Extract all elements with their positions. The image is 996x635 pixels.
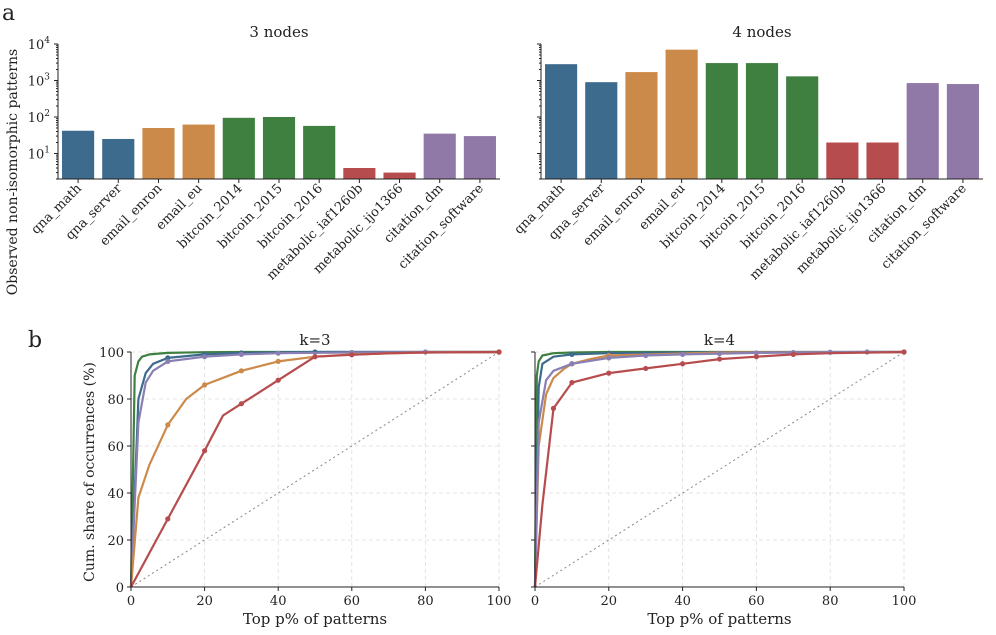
series-point-purple bbox=[716, 351, 723, 357]
series-point-purple bbox=[569, 361, 575, 367]
series-point-red bbox=[238, 401, 244, 407]
x-axis-label: Top p% of patterns bbox=[243, 610, 387, 628]
series-point-purple bbox=[275, 350, 281, 356]
y-tick-label: 104 bbox=[28, 36, 51, 53]
x-tick-label: 60 bbox=[748, 594, 765, 609]
bar-bitcoin_2015 bbox=[745, 63, 779, 179]
x-tick-label: 20 bbox=[196, 594, 213, 609]
bar-metabolic_iaf1260b bbox=[343, 168, 376, 179]
y-tick-label: 80 bbox=[107, 393, 124, 408]
bar-citation_dm bbox=[423, 133, 456, 179]
series-point-red bbox=[275, 377, 281, 383]
chart-title: 4 nodes bbox=[732, 23, 791, 41]
bar-bitcoin_2014 bbox=[705, 63, 738, 179]
x-tick-label: 100 bbox=[487, 594, 512, 609]
series-point-red bbox=[569, 379, 575, 386]
bar-bitcoin_2014 bbox=[222, 117, 255, 179]
x-tick-label: 40 bbox=[674, 594, 691, 609]
bar-email_eu bbox=[665, 49, 698, 180]
ylabel-observed-patterns: Observed non-isomorphic patterns bbox=[5, 49, 21, 295]
x-tick-label: 100 bbox=[892, 594, 917, 609]
x-tick-label: 0 bbox=[531, 594, 539, 609]
panel-label-a: a bbox=[2, 1, 15, 26]
series-point-purple bbox=[606, 355, 612, 361]
x-tick-label: 20 bbox=[601, 594, 618, 609]
series-point-purple bbox=[238, 351, 244, 357]
series-point-red bbox=[165, 516, 171, 522]
series-point-red bbox=[901, 349, 907, 355]
y-tick-label: 101 bbox=[28, 145, 50, 162]
panel-label-b: b bbox=[28, 328, 42, 353]
series-point-orange bbox=[165, 422, 171, 428]
series-point-blue bbox=[569, 351, 575, 357]
series-line-red bbox=[533, 350, 905, 588]
y-tick-label: 40 bbox=[107, 487, 124, 502]
series-point-red bbox=[202, 448, 208, 454]
line-chart-k4: k=4 0 20 40 60 80 100 Top p% of patterns bbox=[531, 331, 917, 628]
bar-citation_dm bbox=[906, 83, 939, 179]
y-tick-label: 20 bbox=[107, 534, 124, 549]
bar-bitcoin_2016 bbox=[786, 76, 819, 179]
series-point-purple bbox=[753, 350, 760, 356]
y-tick-label: 60 bbox=[107, 440, 124, 455]
series-line-purple bbox=[533, 350, 904, 588]
bar-metabolic_ijo1366 bbox=[383, 172, 416, 179]
bar-metabolic_ijo1366 bbox=[866, 142, 899, 179]
series-point-red bbox=[753, 354, 760, 360]
series-point-red bbox=[550, 405, 557, 411]
series-point-red bbox=[680, 361, 686, 367]
series-point-red bbox=[312, 354, 318, 360]
x-tick-label: 0 bbox=[127, 594, 135, 609]
chart-title: k=3 bbox=[299, 331, 330, 349]
series-point-orange bbox=[238, 368, 244, 374]
bar-bitcoin_2015 bbox=[262, 116, 296, 179]
reference-diagonal bbox=[534, 351, 905, 588]
chart-title: 3 nodes bbox=[249, 23, 308, 41]
line-chart-k3: k=3 0 20 40 60 80 100 0 20 40 60 80 100 Top p% of pat… bbox=[99, 331, 511, 628]
x-axis-label: Top p% of patterns bbox=[647, 610, 791, 628]
y-tick-label: 103 bbox=[28, 72, 51, 89]
x-tick-label: 40 bbox=[270, 594, 287, 609]
series-point-orange bbox=[275, 358, 281, 364]
reference-diagonal bbox=[130, 351, 500, 588]
y-tick-label: 102 bbox=[28, 109, 50, 126]
bar-qna_server bbox=[102, 138, 135, 179]
bar-metabolic_iaf1260b bbox=[826, 142, 859, 179]
bar-qna_math bbox=[545, 64, 578, 179]
series-point-purple bbox=[202, 354, 208, 360]
x-tick-label: 60 bbox=[344, 594, 361, 609]
x-tick-label: 80 bbox=[417, 594, 434, 609]
bar-qna_server bbox=[585, 82, 618, 179]
series-point-purple bbox=[680, 351, 686, 357]
bar-email_enron bbox=[142, 127, 175, 179]
y-tick-label: 100 bbox=[99, 346, 124, 361]
series-point-red bbox=[606, 370, 612, 376]
bar-citation_software bbox=[463, 136, 496, 179]
series-point-red bbox=[643, 365, 649, 372]
bar-email_enron bbox=[625, 72, 658, 179]
bar-qna_math bbox=[62, 130, 95, 179]
series-point-red bbox=[716, 356, 723, 362]
series-point-purple bbox=[165, 358, 171, 364]
series-point-purple bbox=[643, 352, 649, 359]
series-point-red bbox=[496, 349, 502, 355]
bar-email_eu bbox=[182, 124, 215, 179]
series-point-red bbox=[349, 352, 355, 358]
y-tick-label: 0 bbox=[116, 581, 124, 596]
bar-chart-4-nodes: 4 nodesqna_mathqna_serveremail_enronemai… bbox=[512, 23, 983, 283]
series-point-red bbox=[790, 351, 796, 357]
ylabel-cum-share: Cum. share of occurrences (%) bbox=[82, 362, 98, 582]
x-tick-label: 80 bbox=[822, 594, 839, 609]
series-point-orange bbox=[202, 382, 208, 388]
bar-citation_software bbox=[946, 84, 979, 179]
bar-bitcoin_2016 bbox=[303, 125, 336, 179]
bar-chart-3-nodes: 3 nodesqna_mathqna_serveremail_enronemai… bbox=[28, 23, 500, 283]
chart-title: k=4 bbox=[704, 331, 735, 349]
